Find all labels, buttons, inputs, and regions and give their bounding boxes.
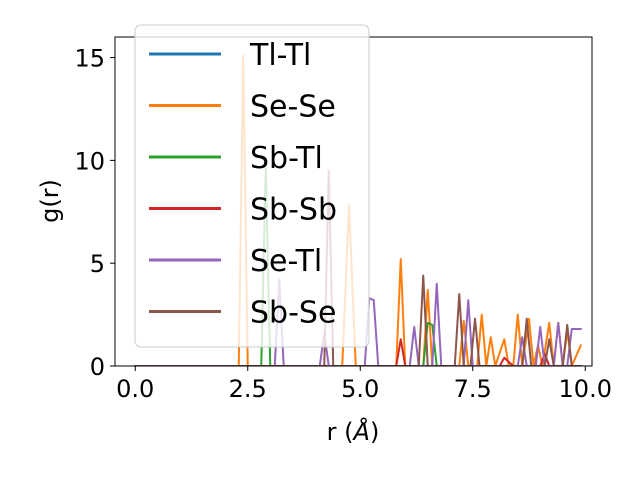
legend-label-sb-tl: Sb-Tl (250, 141, 323, 176)
legend: Tl-Tl Se-Se Sb-Tl Sb-Sb Se-Tl Sb-Se (134, 24, 370, 348)
legend-items: Tl-Tl Se-Se Sb-Tl Sb-Sb Se-Tl Sb-Se (149, 38, 337, 331)
legend-label-se-se: Se-Se (250, 90, 336, 125)
y-tick-label: 0 (90, 353, 105, 381)
legend-label-se-tl: Se-Tl (250, 244, 322, 279)
legend-label-sb-sb: Sb-Sb (250, 193, 337, 228)
x-axis-unit: Å (352, 417, 370, 446)
y-axis-label: g(r) (36, 179, 64, 223)
x-tick-label: 10.0 (559, 375, 612, 403)
x-axis-label: r (Å) (327, 417, 380, 446)
legend-label-tl-tl: Tl-Tl (249, 38, 311, 73)
y-tick-label: 5 (90, 250, 105, 278)
series-line-sb-se (134, 169, 582, 366)
y-tick-label: 15 (74, 45, 105, 73)
x-tick-label: 2.5 (229, 375, 267, 403)
ticks-layer: 0.0 2.5 5.0 7.5 10.0 0 5 10 15 (74, 45, 612, 403)
x-tick-label: 0.0 (116, 375, 154, 403)
x-tick-label: 7.5 (454, 375, 492, 403)
x-tick-label: 5.0 (341, 375, 379, 403)
legend-label-sb-se: Sb-Se (250, 296, 336, 331)
y-tick-label: 10 (74, 147, 105, 175)
